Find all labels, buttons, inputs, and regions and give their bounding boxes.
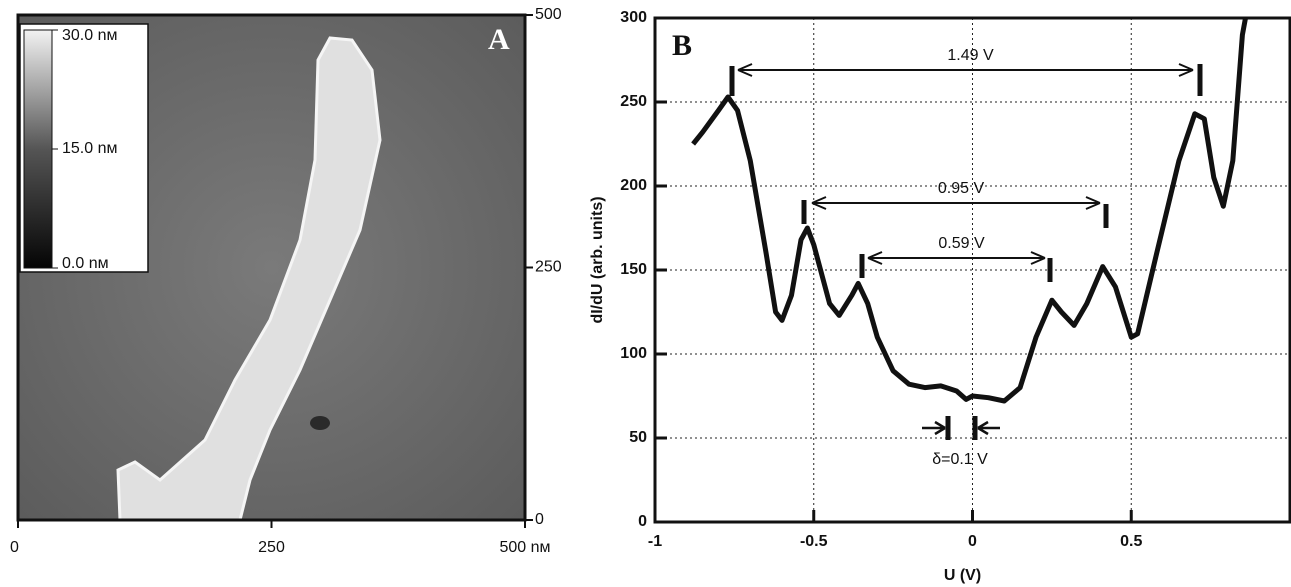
panel-label: A — [488, 23, 510, 56]
y-tick-label: 150 — [620, 261, 647, 278]
colorbar — [23, 29, 53, 269]
panel-label: B — [672, 29, 692, 62]
x-tick-label: 0 — [10, 539, 19, 556]
annotation: 1.49 V — [947, 47, 994, 64]
x-tick-label: 0 — [968, 533, 977, 550]
y-tick-label: 50 — [629, 429, 647, 446]
arrow-head — [811, 196, 1101, 210]
y-tick-label: 200 — [620, 177, 647, 194]
x-tick-label: 0.5 — [1120, 533, 1142, 550]
colorbar-label: 0.0 nм — [62, 255, 109, 272]
arrow-head — [737, 63, 1194, 77]
y-tick-label: 500 — [535, 6, 562, 23]
y-tick-label: 300 — [620, 9, 647, 26]
delta-arrows — [922, 420, 1000, 436]
x-tick-label: 250 — [258, 539, 285, 556]
y-axis-label: dI/dU (arb. units) — [589, 196, 606, 323]
x-tick-label: -0.5 — [800, 533, 828, 550]
x-tick-label: -1 — [648, 533, 662, 550]
x-axis-label: U (V) — [944, 567, 981, 584]
particle — [310, 416, 330, 430]
annotation: 0.95 V — [938, 180, 985, 197]
nanowire — [116, 36, 382, 522]
plot-frame — [653, 16, 1291, 524]
y-tick-label: 100 — [620, 345, 647, 362]
arrow-head — [867, 251, 1046, 265]
y-tick-label: 250 — [535, 259, 562, 276]
y-tick-label: 0 — [638, 513, 647, 530]
colorbar-label: 30.0 nм — [62, 27, 117, 44]
y-tick-label: 0 — [535, 511, 544, 528]
annotation: δ=0.1 V — [932, 451, 988, 468]
x-tick-label: 500 nм — [499, 539, 550, 556]
colorbar-label: 15.0 nм — [62, 140, 117, 157]
y-tick-label: 250 — [620, 93, 647, 110]
curve — [691, 18, 1248, 404]
annotation: 0.59 V — [938, 235, 985, 252]
